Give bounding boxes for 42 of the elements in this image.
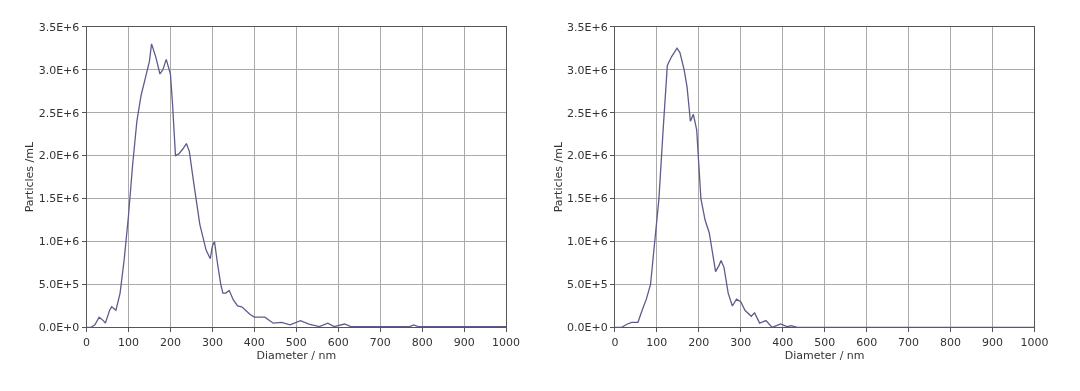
- x-tick-label: 500: [285, 335, 307, 349]
- x-tick-label: 1000: [492, 335, 521, 349]
- y-tick-label: 1.0E+6: [567, 235, 608, 249]
- y-tick-label: 3.5E+6: [567, 20, 608, 34]
- y-tick-label: 0.0E+0: [38, 321, 80, 335]
- x-tick-label: 600: [327, 335, 349, 349]
- y-tick-label: 3.0E+6: [567, 63, 608, 77]
- x-tick-label: 100: [646, 335, 668, 349]
- y-tick-label: 2.0E+6: [38, 149, 80, 163]
- x-tick-label: 200: [688, 335, 710, 349]
- y-tick-label: 0.0E+0: [567, 321, 608, 335]
- x-tick-label: 900: [982, 335, 1003, 349]
- x-tick-label: 200: [159, 335, 181, 349]
- x-tick-label: 500: [814, 335, 836, 349]
- y-axis-title: Particles /mL: [551, 141, 565, 213]
- y-tick-label: 2.5E+6: [567, 106, 608, 120]
- x-tick-label: 0: [611, 335, 619, 349]
- y-tick-label: 3.0E+6: [38, 63, 80, 77]
- x-tick-label: 900: [453, 335, 475, 349]
- x-tick-label: 400: [243, 335, 265, 349]
- x-tick-label: 100: [117, 335, 139, 349]
- y-tick-label: 5.0E+5: [38, 278, 80, 292]
- y-tick-label: 1.5E+6: [567, 192, 608, 206]
- x-tick-label: 600: [856, 335, 878, 349]
- x-tick-label: 800: [411, 335, 433, 349]
- x-tick-label: 300: [201, 335, 223, 349]
- y-tick-label: 1.5E+6: [38, 192, 80, 206]
- x-tick-label: 800: [940, 335, 962, 349]
- x-axis-title: Diameter / nm: [256, 348, 337, 362]
- x-tick-label: 1000: [1020, 335, 1049, 349]
- x-tick-label: 300: [730, 335, 752, 349]
- y-axis-title: Particles /mL: [23, 141, 37, 213]
- x-tick-label: 700: [898, 335, 920, 349]
- y-tick-label: 5.0E+5: [567, 278, 608, 292]
- y-tick-label: 2.5E+6: [38, 106, 80, 120]
- y-tick-label: 3.5E+6: [38, 20, 80, 34]
- y-tick-label: 2.0E+6: [567, 149, 608, 163]
- x-axis-title: Diameter / nm: [784, 348, 865, 362]
- x-tick-label: 400: [772, 335, 794, 349]
- x-tick-label: 0: [83, 335, 91, 349]
- x-tick-label: 700: [369, 335, 391, 349]
- y-tick-label: 1.0E+6: [38, 235, 80, 249]
